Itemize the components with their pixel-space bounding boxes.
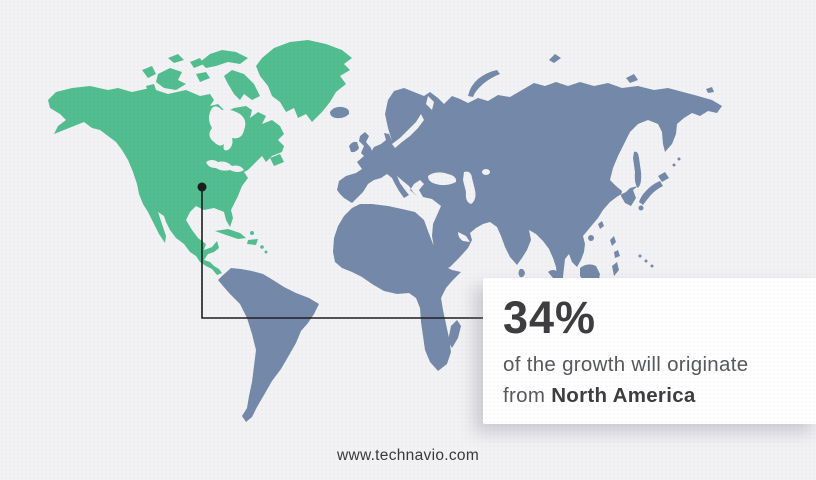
stat-description: of the growth will originate from North …: [503, 349, 810, 411]
region-rest-of-world: [218, 54, 722, 422]
new-siberian-islands: [626, 74, 638, 83]
stat-percentage: 34%: [503, 292, 597, 343]
arctic-island: [196, 72, 210, 82]
arctic-island: [146, 84, 156, 92]
ellesmere-island: [200, 50, 248, 68]
hudson-bay: [209, 106, 246, 151]
highlighted-region-label: North America: [551, 384, 696, 408]
sulawesi: [612, 262, 619, 276]
greenland: [256, 40, 352, 122]
wrangel-island: [706, 87, 714, 93]
banks-island: [142, 66, 156, 78]
region-north-america: [48, 40, 352, 275]
baltic-sea: [392, 114, 424, 148]
eurasia: [337, 82, 722, 285]
severnaya-zemlya: [549, 54, 561, 63]
taiwan: [598, 221, 604, 229]
caspian-sea: [463, 171, 476, 204]
honshu: [639, 181, 663, 205]
location-marker-dot: [197, 182, 207, 192]
philippines: [610, 236, 616, 246]
kuril-island: [677, 157, 681, 161]
arctic-island: [168, 54, 184, 63]
hispaniola: [247, 239, 258, 245]
great-lakes: [206, 160, 244, 172]
baffin-island: [224, 70, 260, 100]
novaya-zemlya: [468, 70, 500, 97]
north-america-mainland: [48, 86, 284, 275]
arctic-island: [190, 58, 204, 68]
sri-lanka: [518, 268, 525, 278]
kyushu: [638, 205, 644, 211]
south-america: [218, 268, 319, 422]
white-sea: [426, 96, 434, 110]
madagascar: [448, 320, 461, 348]
description-prefix: from: [503, 384, 546, 408]
caribbean-island: [250, 231, 254, 235]
sakhalin: [633, 151, 642, 188]
ryukyu-island: [638, 254, 642, 258]
callout-connector-line: [201, 187, 483, 319]
aral-sea: [482, 169, 490, 175]
caribbean-island: [264, 250, 268, 254]
caribbean-island: [260, 245, 264, 249]
gulf-of-st-lawrence: [248, 156, 266, 172]
description-line1: of the growth will originate: [503, 353, 749, 377]
philippines: [614, 250, 620, 258]
callout-card: 34% of the growth will originate from No…: [483, 278, 816, 424]
ryukyu-island: [650, 264, 654, 268]
cuba: [215, 229, 246, 239]
ryukyu-island: [644, 259, 648, 263]
footer-url: www.technavio.com: [336, 447, 480, 464]
kuril-island: [672, 163, 676, 167]
hokkaido: [658, 172, 669, 182]
great-britain: [359, 132, 373, 158]
hainan: [588, 235, 594, 241]
iceland: [330, 106, 350, 119]
black-sea: [428, 172, 457, 186]
newfoundland: [270, 154, 284, 166]
persian-gulf: [458, 232, 470, 242]
victoria-island: [156, 68, 186, 90]
ireland: [349, 141, 359, 153]
africa: [333, 204, 461, 371]
